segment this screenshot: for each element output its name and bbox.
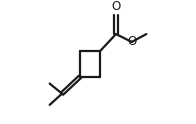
Text: O: O [111, 0, 121, 13]
Text: O: O [127, 35, 136, 48]
